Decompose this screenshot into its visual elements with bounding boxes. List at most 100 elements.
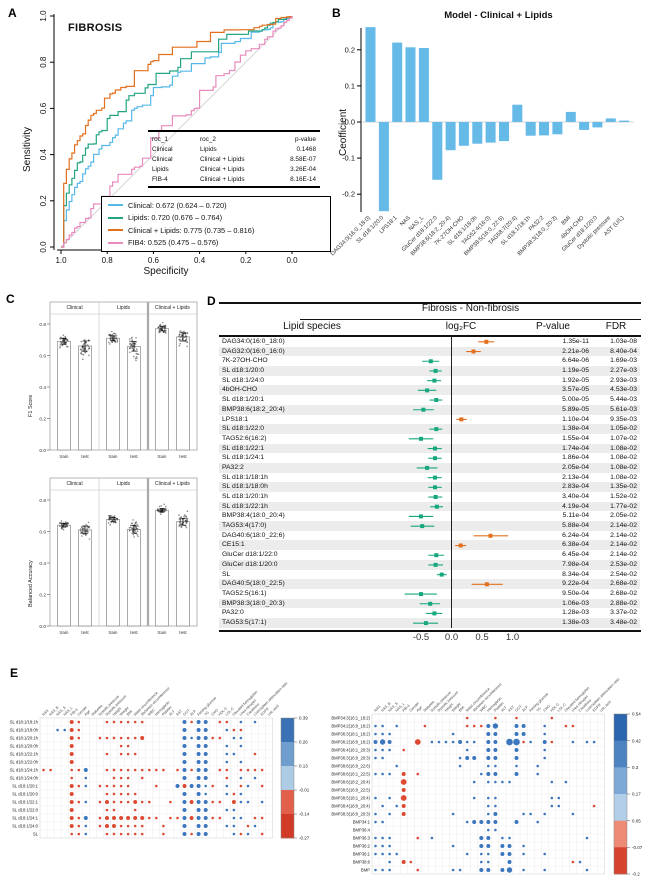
correlation-dot (70, 768, 73, 772)
svg-text:0.8: 0.8 (102, 256, 114, 265)
correlation-dot (388, 860, 391, 864)
correlation-dot (196, 824, 201, 828)
p-value: 1.74e-04 (562, 444, 589, 452)
svg-text:Clinical + Lipids: Clinical + Lipids (155, 481, 190, 487)
correlation-dot (479, 868, 484, 872)
forest-row: TAG52:6(16:2) 1.55e-04 1.07e-02 (219, 434, 640, 444)
coefficient-bar (605, 118, 616, 122)
correlation-dot (246, 832, 250, 836)
correlation-dot (514, 772, 519, 776)
correlation-dot (501, 836, 504, 840)
fdr-value: 2.27e-03 (610, 367, 637, 375)
correlation-dot (500, 852, 505, 856)
coefficient-bar (392, 42, 403, 122)
correlation-dot (98, 736, 102, 740)
correlation-dot (506, 867, 513, 873)
correlation-dot (203, 728, 208, 732)
svg-text:0.05: 0.05 (632, 818, 641, 823)
correlation-dot (465, 756, 470, 760)
correlation-dot (487, 796, 490, 800)
score-bar (78, 345, 92, 451)
correlation-dot (49, 768, 52, 772)
coefficient-bar (552, 122, 563, 135)
correlation-dot (203, 800, 208, 804)
correlation-dot (77, 824, 81, 828)
svg-text:BMP34:1: BMP34:1 (353, 819, 371, 824)
correlation-dot (388, 844, 391, 848)
correlation-dot (84, 800, 88, 804)
roc-legend: Clinical: 0.672 (0.624 – 0.720) Lipids: 0… (101, 196, 331, 252)
correlation-dot (401, 804, 406, 808)
p-value: 9.50e-04 (562, 589, 589, 597)
correlation-dot (126, 736, 130, 740)
correlation-dot (522, 852, 525, 856)
forest-row: BMP38:6(18:2_20:4) 5.89e-05 5.61e-03 (219, 404, 640, 415)
correlation-dot (571, 740, 575, 744)
svg-text:0.6: 0.6 (39, 353, 46, 359)
score-bar (57, 524, 71, 627)
forest-row: 7K-27OH-CHO 6.64e-06 1.69e-03 (219, 356, 640, 366)
svg-text:SL d18:1/20:0h: SL d18:1/20:0h (10, 743, 39, 748)
svg-text:test: test (81, 630, 89, 635)
score-bar (176, 336, 190, 451)
correlation-dot (542, 740, 547, 744)
svg-text:HDL-C: HDL-C (550, 702, 561, 713)
lipid-species: BMP38:3(18:0_20:3) (222, 599, 285, 607)
legend-line-swatch (108, 216, 123, 219)
svg-text:ALP: ALP (189, 709, 197, 717)
svg-text:NAS_B: NAS_B (48, 705, 60, 717)
correlation-dot (401, 812, 406, 816)
legend-text: FIB4: 0.525 (0.475 – 0.576) (128, 238, 219, 248)
forest-row: DAG40:6(18:0_22:6) 6.24e-04 2.14e-02 (219, 531, 640, 541)
correlation-dot (388, 748, 391, 752)
correlation-dot (105, 792, 109, 796)
lipid-species: DAG32:0(16:0_16:0) (222, 347, 285, 355)
correlation-dot (162, 832, 165, 836)
svg-text:-0.5: -0.5 (413, 632, 429, 643)
correlation-dot (218, 816, 222, 820)
correlation-dot (196, 816, 201, 820)
correlation-dot (465, 740, 469, 744)
legend-text: Clinical: 0.672 (0.624 – 0.720) (128, 200, 227, 210)
lipid-species: CE15:1 (222, 541, 245, 549)
correlation-dot (162, 768, 165, 772)
correlation-dot (105, 832, 109, 836)
panel-label-b: B (332, 6, 341, 20)
svg-text:0.5: 0.5 (475, 632, 488, 643)
correlation-dot (486, 868, 491, 872)
correlation-dot (387, 740, 392, 744)
p-value: 1.92e-05 (562, 376, 589, 384)
correlation-dot (211, 784, 214, 788)
correlation-dot (564, 780, 568, 784)
svg-text:0.0: 0.0 (39, 241, 48, 253)
correlation-dot (239, 720, 243, 724)
correlation-dot (112, 832, 116, 836)
correlation-dot (381, 836, 384, 840)
correlation-dot (225, 768, 229, 772)
correlation-dot (196, 752, 201, 756)
correlation-dot (225, 744, 229, 748)
correlation-dot (381, 772, 384, 776)
fdr-value: 2.14e-02 (610, 551, 637, 559)
correlation-dot (514, 756, 519, 760)
correlation-dot (543, 756, 546, 760)
correlation-dot (148, 768, 151, 772)
fdr-value: 2.88e-02 (610, 599, 637, 607)
forest-row: DAG32:0(16:0_16:0) 2.21e-06 8.40e-04 (219, 346, 640, 357)
forest-row: GluCer d18:1/22:0 6.45e-04 2.14e-02 (219, 550, 640, 560)
correlation-dot (140, 800, 144, 804)
roc-ylabel: Sensitivity (22, 126, 33, 172)
correlation-dot (402, 748, 405, 752)
lipid-species: GluCer d18:1/22:0 (222, 551, 278, 559)
roc-title: FIBROSIS (68, 22, 123, 34)
p-value: 9.22e-04 (562, 580, 589, 588)
correlation-dot (169, 800, 172, 804)
correlation-dot (189, 784, 194, 788)
forest-row: SL d18:1/20:0 1.19e-05 2.27e-03 (219, 366, 640, 376)
correlation-dot (550, 796, 554, 800)
correlation-dot (374, 868, 377, 872)
lipid-species: 4bOH-CHO (222, 386, 258, 394)
svg-text:1.0: 1.0 (55, 256, 67, 265)
correlation-dot (487, 852, 490, 856)
